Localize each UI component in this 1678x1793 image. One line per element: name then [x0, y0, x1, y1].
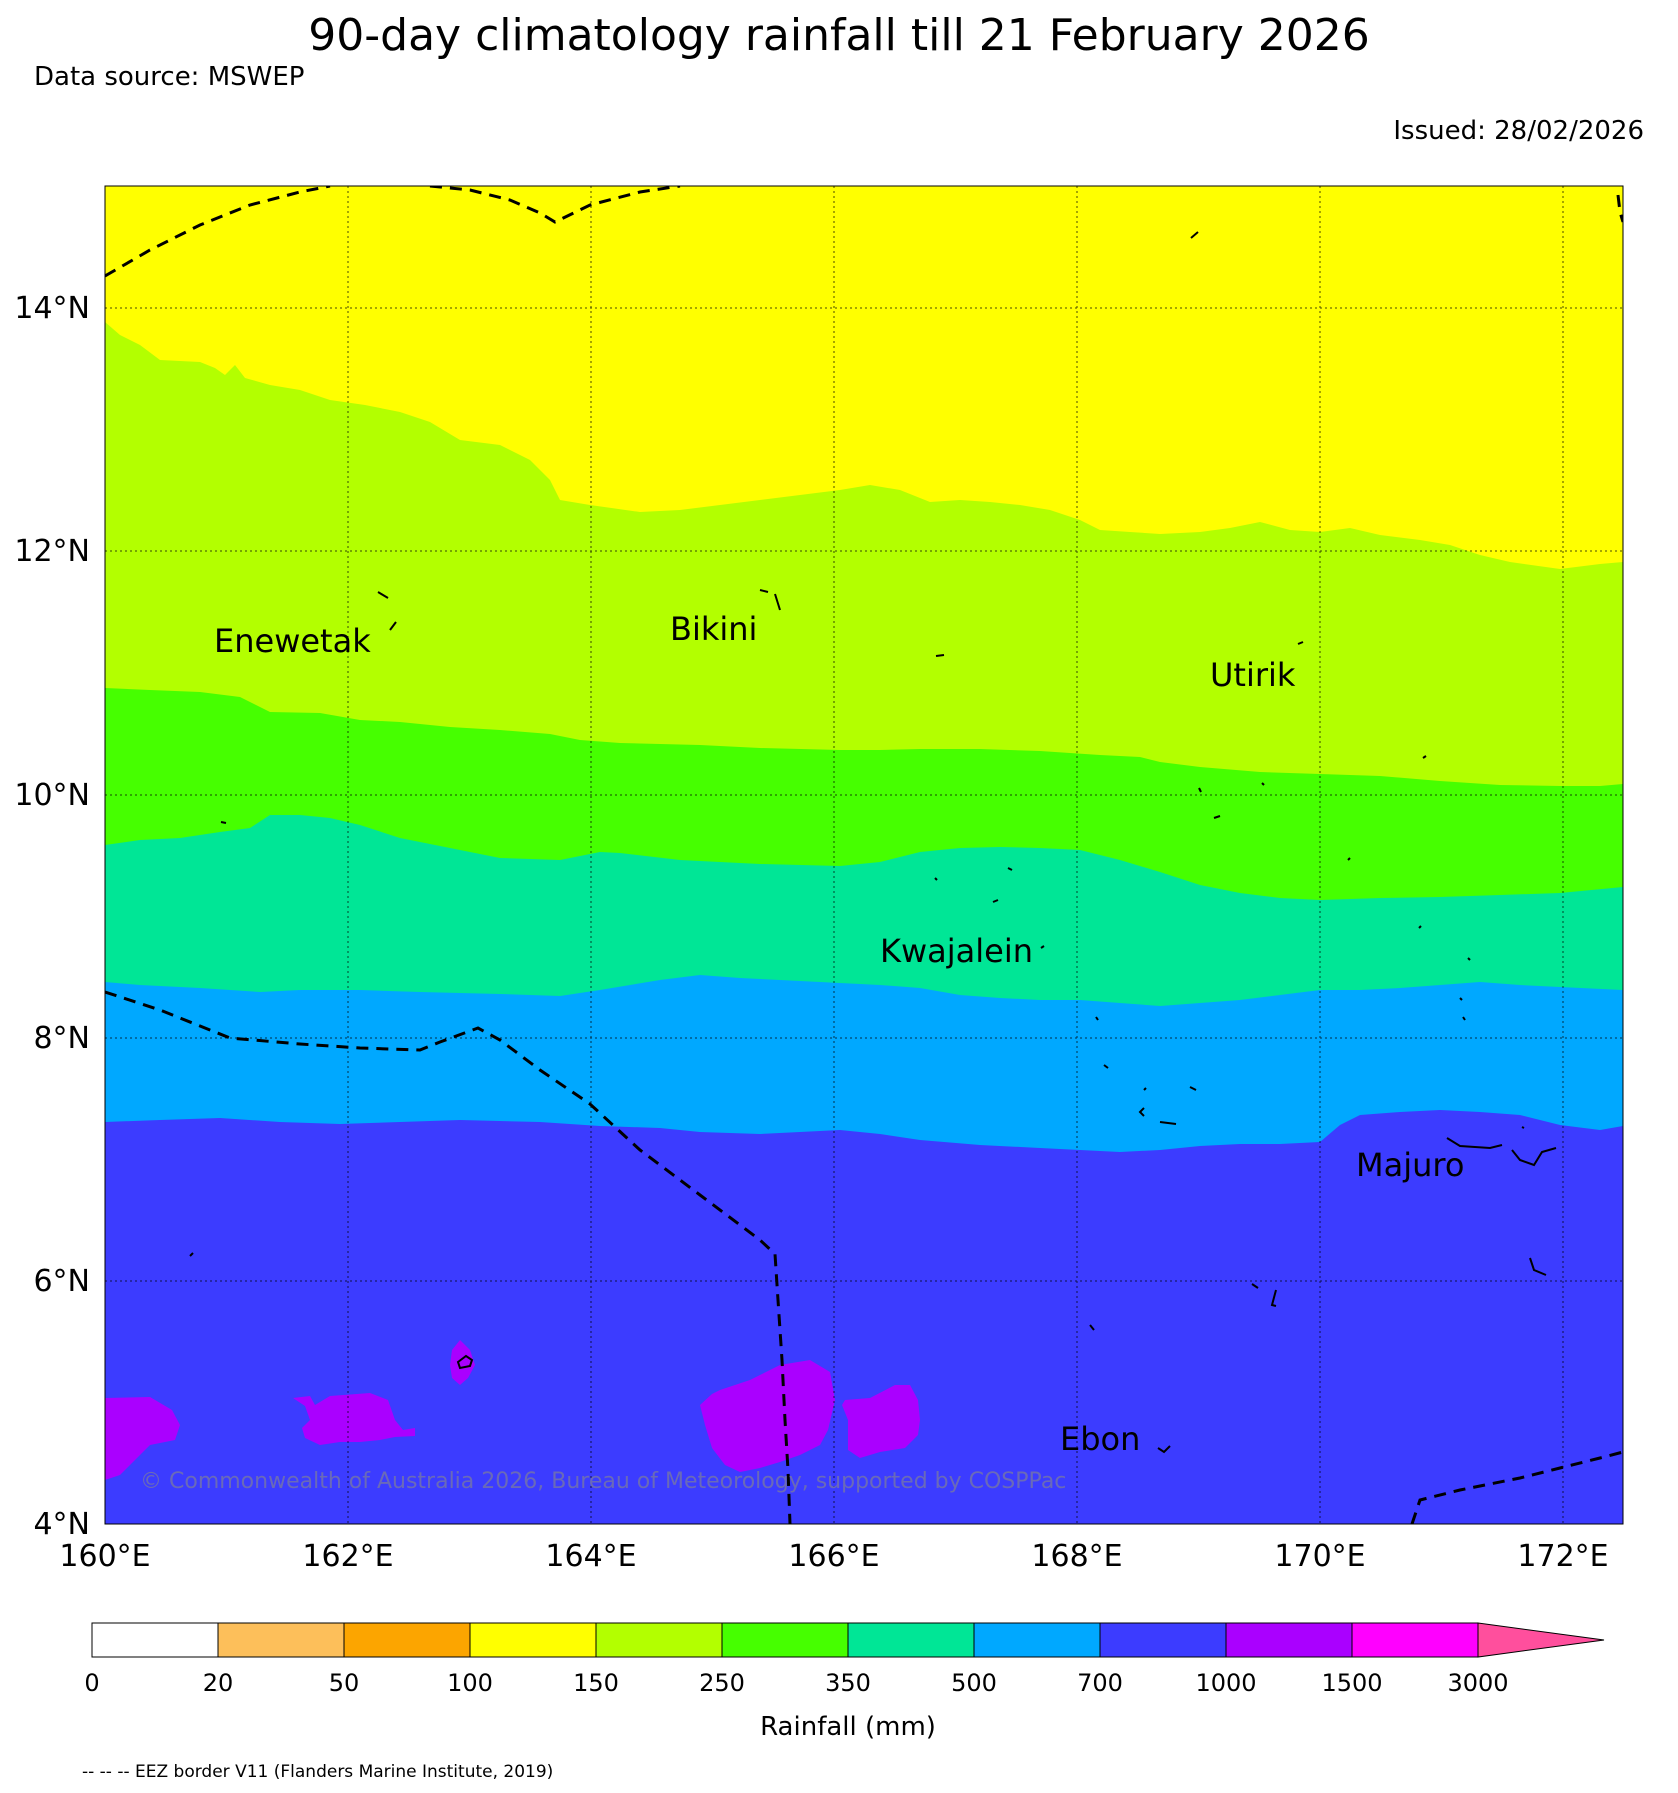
- patch-1000-1500: [842, 1385, 920, 1458]
- place-label-utirik: Utirik: [1210, 656, 1296, 694]
- colorbar: 0 20 50 100 150 250 350 500 700 1000 1500 3000: [84, 1622, 1605, 1697]
- lon-tick-label: 168°E: [1031, 1539, 1122, 1574]
- lat-tick-label: 10°N: [14, 778, 90, 813]
- lon-tick-label: 170°E: [1274, 1539, 1365, 1574]
- place-label-kwajalein: Kwajalein: [880, 932, 1033, 970]
- place-label-bikini: Bikini: [670, 610, 757, 648]
- latitude-axis: 4°N 6°N 8°N 10°N 12°N 14°N: [14, 291, 90, 1542]
- eez-border: [105, 186, 1623, 1524]
- colorbar-segment: [595, 1622, 723, 1658]
- lat-tick-label: 4°N: [33, 1507, 90, 1542]
- colorbar-segment: [1351, 1622, 1479, 1658]
- copyright-notice: © Commonwealth of Australia 2026, Bureau…: [140, 1469, 1066, 1494]
- map-grid: [105, 186, 1623, 1524]
- colorbar-segment: [217, 1622, 345, 1658]
- colorbar-segment: [91, 1622, 219, 1658]
- lat-tick-label: 12°N: [14, 534, 90, 569]
- island-outlines: [189, 231, 1557, 1454]
- colorbar-segment: [343, 1622, 471, 1658]
- data-source: Data source: MSWEP: [34, 62, 305, 92]
- lon-tick-label: 160°E: [59, 1539, 150, 1574]
- patch-1000-1500: [700, 1360, 835, 1472]
- colorbar-extend-arrow: [1477, 1622, 1605, 1658]
- colorbar-tick-label: 0: [84, 1669, 99, 1697]
- place-label-majuro: Majuro: [1356, 1146, 1464, 1184]
- colorbar-tick-label: 500: [951, 1669, 997, 1697]
- colorbar-tick-label: 150: [573, 1669, 619, 1697]
- colorbar-tick-label: 350: [825, 1669, 871, 1697]
- eez-footnote: -- -- -- EEZ border V11 (Flanders Marine…: [82, 1762, 554, 1782]
- colorbar-tick-label: 3000: [1447, 1669, 1508, 1697]
- colorbar-tick-label: 250: [699, 1669, 745, 1697]
- colorbar-segment: [1225, 1622, 1353, 1658]
- longitude-axis: 160°E 162°E 164°E 166°E 168°E 170°E 172°…: [59, 1539, 1608, 1574]
- patch-1000-1500: [293, 1393, 415, 1445]
- issued-date: Issued: 28/02/2026: [1393, 116, 1644, 146]
- colorbar-segment: [1099, 1622, 1227, 1658]
- rainfall-field: [105, 186, 1623, 1524]
- place-label-enewetak: Enewetak: [214, 622, 371, 660]
- place-label-ebon: Ebon: [1060, 1420, 1140, 1458]
- lat-tick-label: 6°N: [33, 1264, 90, 1299]
- lat-tick-label: 8°N: [33, 1021, 90, 1056]
- map-title: 90-day climatology rainfall till 21 Febr…: [308, 10, 1370, 61]
- map-frame: [104, 185, 1624, 1525]
- colorbar-segment: [721, 1622, 849, 1658]
- lon-tick-label: 162°E: [302, 1539, 393, 1574]
- colorbar-tick-label: 700: [1077, 1669, 1123, 1697]
- place-labels: Enewetak Bikini Utirik Kwajalein Majuro …: [214, 610, 1464, 1458]
- lon-tick-label: 166°E: [788, 1539, 879, 1574]
- lat-tick-label: 14°N: [14, 291, 90, 326]
- colorbar-tick-label: 20: [203, 1669, 234, 1697]
- colorbar-title: Rainfall (mm): [760, 1712, 936, 1742]
- colorbar-tick-label: 1000: [1195, 1669, 1256, 1697]
- colorbar-segment: [469, 1622, 597, 1658]
- colorbar-tick-label: 50: [329, 1669, 360, 1697]
- colorbar-tick-label: 1500: [1321, 1669, 1382, 1697]
- lon-tick-label: 164°E: [545, 1539, 636, 1574]
- band-700-1000: [105, 1110, 1623, 1524]
- colorbar-segment: [973, 1622, 1101, 1658]
- patch-1000-1500: [450, 1340, 475, 1385]
- lon-tick-label: 172°E: [1517, 1539, 1608, 1574]
- patch-1000-1500: [105, 1397, 180, 1480]
- colorbar-segment: [847, 1622, 975, 1658]
- colorbar-tick-label: 100: [447, 1669, 493, 1697]
